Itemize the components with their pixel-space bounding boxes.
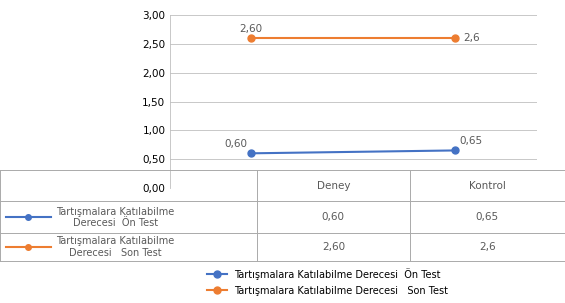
Text: Tartışmalara Katılabilme
Derecesi   Son Test: Tartışmalara Katılabilme Derecesi Son Te… [56, 236, 175, 258]
Text: 0,60: 0,60 [322, 212, 345, 222]
Text: 2,6: 2,6 [479, 242, 496, 252]
Text: 0,60: 0,60 [224, 139, 247, 149]
Legend: Tartışmalara Katılabilme Derecesi  Ön Test, Tartışmalara Katılabilme Derecesi   : Tartışmalara Katılabilme Derecesi Ön Tes… [207, 268, 448, 296]
Text: 0,65: 0,65 [476, 212, 499, 222]
Text: 0,65: 0,65 [459, 136, 483, 146]
Text: 2,60: 2,60 [322, 242, 345, 252]
Text: Deney: Deney [316, 181, 350, 191]
Text: 2,60: 2,60 [240, 24, 263, 34]
Text: Kontrol: Kontrol [469, 181, 506, 191]
Text: Tartışmalara Katılabilme
Derecesi  Ön Test: Tartışmalara Katılabilme Derecesi Ön Tes… [56, 207, 175, 228]
Text: 2,6: 2,6 [463, 33, 480, 43]
